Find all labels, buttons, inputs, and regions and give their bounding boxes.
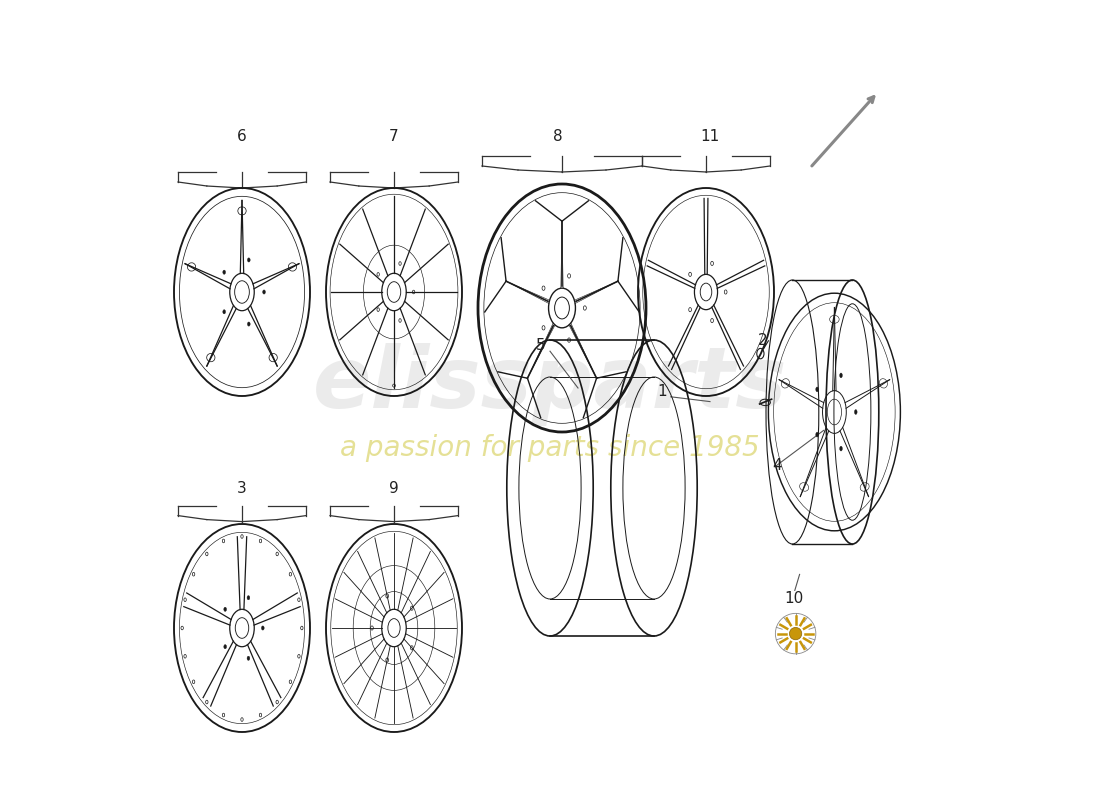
- Ellipse shape: [260, 714, 262, 717]
- Text: 5: 5: [536, 338, 546, 353]
- Ellipse shape: [262, 626, 264, 630]
- Text: 6: 6: [238, 129, 246, 144]
- Ellipse shape: [276, 552, 278, 556]
- Ellipse shape: [248, 258, 250, 262]
- Ellipse shape: [184, 654, 186, 658]
- Ellipse shape: [276, 700, 278, 704]
- Text: elissparts: elissparts: [312, 342, 788, 426]
- Ellipse shape: [184, 598, 186, 602]
- Ellipse shape: [248, 656, 250, 660]
- Ellipse shape: [790, 627, 802, 640]
- Ellipse shape: [839, 446, 843, 451]
- Ellipse shape: [289, 572, 292, 576]
- Text: 8: 8: [553, 129, 563, 144]
- Ellipse shape: [222, 714, 224, 717]
- Ellipse shape: [263, 290, 265, 294]
- Ellipse shape: [192, 680, 195, 684]
- Ellipse shape: [223, 607, 227, 611]
- Ellipse shape: [223, 310, 225, 314]
- Text: 10: 10: [784, 591, 804, 606]
- Ellipse shape: [289, 680, 292, 684]
- Ellipse shape: [260, 539, 262, 542]
- Text: 11: 11: [701, 129, 719, 144]
- Ellipse shape: [855, 410, 857, 414]
- Ellipse shape: [839, 373, 843, 378]
- Ellipse shape: [298, 654, 300, 658]
- Ellipse shape: [182, 626, 184, 630]
- Ellipse shape: [223, 645, 227, 649]
- Ellipse shape: [298, 598, 300, 602]
- Text: a passion for parts since 1985: a passion for parts since 1985: [340, 434, 760, 462]
- Text: 3: 3: [238, 481, 246, 496]
- Text: 1: 1: [657, 385, 667, 399]
- Ellipse shape: [241, 718, 243, 722]
- Ellipse shape: [248, 596, 250, 600]
- Ellipse shape: [223, 270, 225, 274]
- Ellipse shape: [241, 534, 243, 538]
- Ellipse shape: [192, 572, 195, 576]
- Ellipse shape: [816, 387, 818, 392]
- Text: 4: 4: [772, 458, 782, 473]
- Ellipse shape: [206, 552, 208, 556]
- Text: 2: 2: [758, 333, 768, 347]
- Ellipse shape: [206, 700, 208, 704]
- Ellipse shape: [816, 432, 818, 437]
- Ellipse shape: [248, 322, 250, 326]
- Ellipse shape: [222, 539, 224, 542]
- Text: 7: 7: [389, 129, 399, 144]
- Ellipse shape: [300, 626, 302, 630]
- Text: 9: 9: [389, 481, 399, 496]
